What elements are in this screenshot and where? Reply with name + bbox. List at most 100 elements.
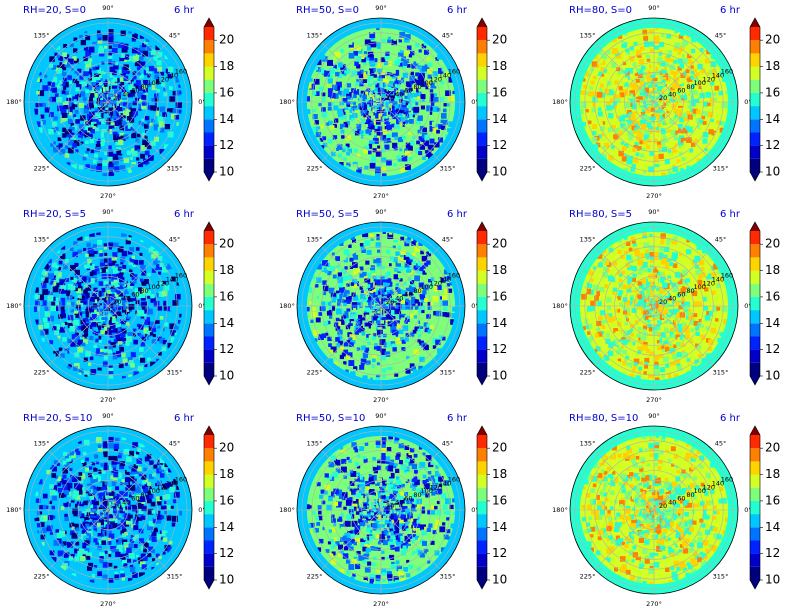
heatmap-cell bbox=[352, 252, 356, 257]
heatmap-cell bbox=[93, 295, 100, 302]
heatmap-cell bbox=[169, 108, 174, 113]
heatmap-cell bbox=[652, 267, 659, 273]
heatmap-cell bbox=[139, 334, 144, 339]
heatmap-cell bbox=[127, 288, 131, 292]
heatmap-cell bbox=[94, 97, 100, 104]
heatmap-cell bbox=[50, 305, 56, 312]
heatmap-cell bbox=[648, 373, 654, 380]
heatmap-cell bbox=[665, 80, 669, 84]
heatmap-cell bbox=[405, 101, 410, 106]
heatmap-cell bbox=[155, 319, 160, 324]
heatmap-cell bbox=[441, 344, 445, 348]
heatmap-cell bbox=[629, 46, 634, 51]
heatmap-cell bbox=[362, 231, 369, 238]
heatmap-cell bbox=[641, 351, 646, 356]
heatmap-cell bbox=[122, 264, 127, 269]
angular-gridline bbox=[653, 101, 714, 162]
heatmap-cell bbox=[713, 97, 717, 101]
heatmap-cell bbox=[377, 249, 381, 253]
heatmap-cell bbox=[49, 63, 54, 68]
heatmap-cell bbox=[340, 298, 345, 303]
heatmap-cell bbox=[681, 283, 688, 290]
heatmap-cell bbox=[320, 301, 326, 306]
heatmap-cell bbox=[646, 335, 653, 342]
heatmap-cell bbox=[655, 42, 659, 46]
heatmap-cell bbox=[130, 352, 136, 358]
heatmap-cell bbox=[396, 108, 402, 115]
heatmap-cell bbox=[379, 270, 386, 276]
heatmap-cell bbox=[38, 103, 43, 107]
heatmap-cell bbox=[666, 109, 671, 114]
heatmap-cell bbox=[644, 364, 648, 369]
heatmap-cell bbox=[364, 165, 369, 170]
heatmap-cell bbox=[154, 136, 159, 142]
heatmap-cell bbox=[355, 56, 362, 62]
heatmap-cell bbox=[664, 159, 670, 165]
heatmap-cell bbox=[381, 353, 385, 357]
heatmap-cell bbox=[128, 247, 134, 253]
heatmap-cell bbox=[694, 82, 698, 87]
heatmap-cell bbox=[632, 273, 637, 278]
heatmap-cell bbox=[107, 100, 112, 105]
heatmap-cell bbox=[608, 113, 614, 119]
heatmap-cell bbox=[360, 362, 365, 367]
angular-gridline bbox=[107, 101, 168, 162]
heatmap-cell bbox=[341, 50, 347, 57]
heatmap-cell bbox=[662, 65, 667, 70]
heatmap-cell bbox=[676, 295, 683, 301]
heatmap-cell bbox=[397, 55, 402, 59]
heatmap-cell bbox=[365, 243, 371, 249]
heatmap-cell bbox=[659, 336, 663, 340]
heatmap-cell bbox=[38, 90, 45, 97]
heatmap-cell bbox=[91, 270, 97, 276]
heatmap-cell bbox=[62, 337, 67, 342]
heatmap-cell bbox=[632, 341, 637, 346]
heatmap-cell bbox=[706, 72, 710, 76]
heatmap-cell bbox=[398, 310, 403, 314]
heatmap-cell bbox=[372, 148, 377, 153]
heatmap-cell bbox=[612, 308, 618, 314]
heatmap-cell bbox=[73, 114, 77, 118]
heatmap-cell bbox=[660, 138, 665, 142]
colorbar-segment bbox=[750, 66, 760, 80]
heatmap-cell bbox=[72, 277, 77, 283]
heatmap-cell bbox=[98, 269, 102, 273]
heatmap-cell bbox=[127, 67, 131, 71]
heatmap-cell bbox=[137, 116, 143, 122]
angle-tick-label: 180° bbox=[279, 302, 295, 310]
heatmap-cell bbox=[110, 342, 116, 348]
heatmap-cell bbox=[156, 358, 160, 362]
colorbar-extend-min bbox=[750, 376, 760, 385]
heatmap-cell bbox=[666, 67, 670, 71]
heatmap-cell bbox=[319, 86, 324, 92]
heatmap-cell bbox=[588, 289, 594, 295]
heatmap-cell bbox=[141, 118, 145, 122]
heatmap-cell bbox=[659, 101, 664, 106]
heatmap-cell bbox=[329, 67, 335, 74]
heatmap-cell bbox=[372, 272, 376, 276]
radial-tick-label: 120 bbox=[430, 279, 442, 287]
heatmap-cell bbox=[622, 68, 629, 74]
heatmap-cell bbox=[688, 309, 692, 313]
heatmap-cell bbox=[421, 43, 427, 49]
heatmap-cell bbox=[669, 57, 674, 63]
heatmap-cell bbox=[404, 93, 410, 99]
heatmap-cell bbox=[335, 128, 339, 132]
colorbar-tick-label: 18 bbox=[765, 59, 780, 73]
heatmap-cell bbox=[54, 126, 59, 131]
heatmap-cell bbox=[698, 76, 702, 80]
heatmap-cell bbox=[648, 41, 654, 47]
heatmap-cell bbox=[97, 30, 101, 34]
heatmap-cell bbox=[39, 79, 43, 83]
heatmap-cell bbox=[616, 296, 621, 301]
heatmap-cell bbox=[49, 56, 55, 62]
heatmap-cell bbox=[678, 279, 684, 285]
heatmap-cell bbox=[121, 353, 126, 358]
heatmap-cell bbox=[339, 346, 344, 351]
heatmap-cell bbox=[152, 333, 156, 338]
heatmap-cell bbox=[640, 120, 646, 126]
heatmap-cell bbox=[662, 113, 667, 118]
radial-tick-label: 20 bbox=[659, 94, 667, 102]
heatmap-cell bbox=[97, 38, 103, 44]
